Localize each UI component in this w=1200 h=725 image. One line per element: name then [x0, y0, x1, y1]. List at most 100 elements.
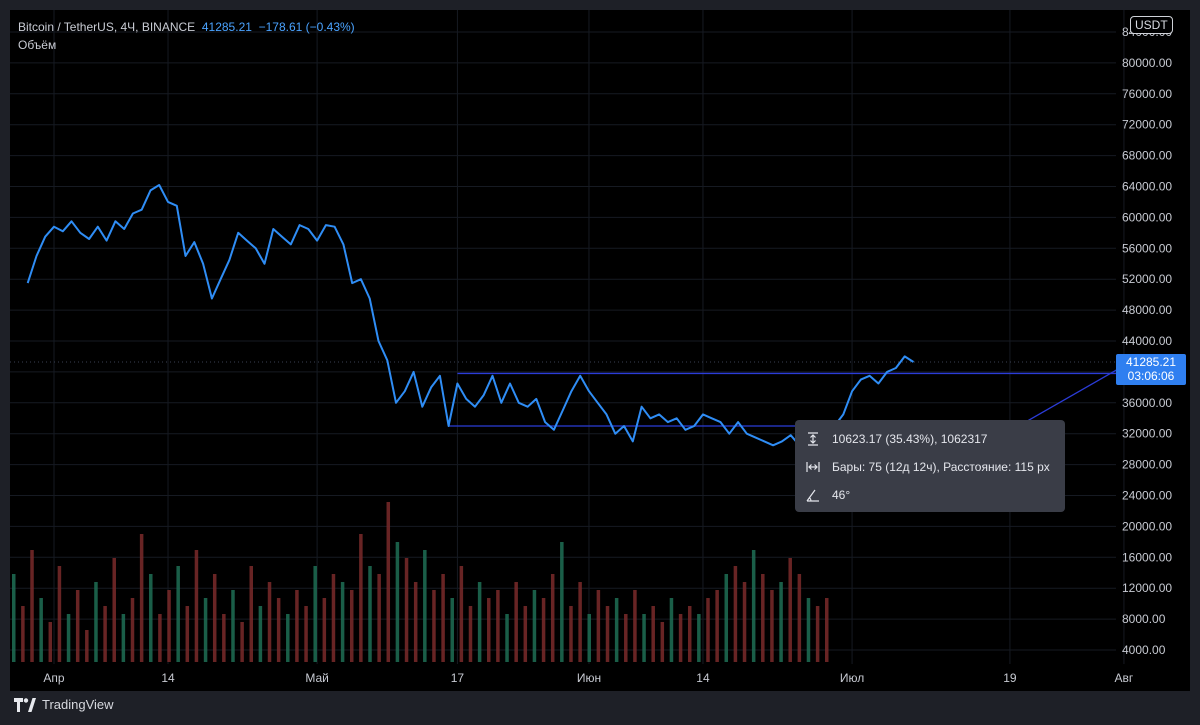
y-tick-label: 32000.00 — [1122, 427, 1172, 441]
volume-bars — [12, 502, 829, 662]
price-scale[interactable] — [1116, 10, 1190, 664]
volume-bar — [825, 598, 829, 662]
tooltip-angle-row: 46° — [805, 486, 850, 504]
tradingview-logo-icon — [14, 697, 36, 712]
y-tick-label: 24000.00 — [1122, 489, 1172, 503]
x-tick-label: 19 — [1003, 671, 1017, 685]
y-tick-label: 72000.00 — [1122, 118, 1172, 132]
volume-bar — [158, 614, 162, 662]
volume-bar — [139, 534, 144, 662]
volume-bar — [596, 590, 601, 662]
volume-bar — [669, 598, 674, 662]
volume-bar — [276, 598, 281, 662]
volume-bar — [249, 566, 254, 662]
y-tick-label: 64000.00 — [1122, 180, 1172, 194]
volume-bar — [94, 582, 98, 662]
volume-bar — [788, 558, 792, 662]
time-scale[interactable] — [10, 664, 1190, 691]
volume-bar — [75, 590, 80, 662]
volume-bar — [167, 590, 171, 662]
volume-bar — [240, 622, 244, 662]
volume-bar — [194, 550, 199, 662]
price-tag-value: 41285.21 — [1125, 355, 1177, 369]
volume-bar — [806, 598, 811, 662]
brand-name: TradingView — [42, 697, 114, 712]
tooltip-angle: 46° — [832, 488, 851, 502]
x-tick-label: Авг — [1115, 671, 1134, 685]
x-tick-label: 17 — [451, 671, 465, 685]
volume-bar — [395, 542, 400, 662]
volume-bar — [477, 582, 482, 662]
volume-bar — [222, 614, 226, 662]
volume-indicator-label[interactable]: Объём — [18, 38, 57, 52]
volume-bar — [633, 590, 637, 662]
volume-bar — [85, 630, 89, 662]
x-tick-label: 14 — [696, 671, 710, 685]
volume-bar — [706, 598, 710, 662]
volume-bar — [560, 542, 564, 662]
volume-bar — [432, 590, 436, 662]
y-tick-label: 28000.00 — [1122, 458, 1172, 472]
horizontal-range-icon — [806, 462, 820, 472]
volume-bar — [404, 558, 409, 662]
volume-bar — [349, 590, 354, 662]
volume-bar — [48, 622, 53, 662]
y-tick-label: 80000.00 — [1122, 56, 1172, 70]
volume-bar — [103, 606, 107, 662]
volume-bar — [532, 590, 537, 662]
y-tick-label: 56000.00 — [1122, 241, 1172, 255]
currency-badge[interactable]: USDT — [1130, 16, 1173, 34]
volume-bar — [441, 574, 445, 662]
volume-bar — [815, 606, 820, 662]
volume-bar — [751, 550, 756, 662]
y-tick-label: 60000.00 — [1122, 210, 1172, 224]
volume-bar — [523, 606, 528, 662]
volume-bar — [505, 614, 509, 662]
volume-bar — [66, 614, 71, 662]
y-tick-label: 12000.00 — [1122, 581, 1172, 595]
volume-bar — [258, 606, 263, 662]
volume-bar — [697, 614, 701, 662]
y-tick-label: 68000.00 — [1122, 149, 1172, 163]
volume-bar — [660, 622, 665, 662]
volume-bar — [331, 574, 336, 662]
tooltip-bars-row: Бары: 75 (12д 12ч), Расстояние: 115 px — [805, 458, 1050, 476]
y-tick-label: 16000.00 — [1122, 550, 1172, 564]
volume-bar — [770, 590, 774, 662]
volume-bar — [541, 598, 546, 662]
volume-bar — [359, 534, 363, 662]
volume-bar — [212, 574, 217, 662]
volume-bar — [569, 606, 573, 662]
volume-bar — [112, 558, 116, 662]
volume-bar — [322, 598, 327, 662]
volume-bar — [203, 598, 208, 662]
volume-bar — [459, 566, 464, 662]
volume-bar — [368, 566, 372, 662]
volume-bar — [742, 582, 747, 662]
tooltip-bars: Бары: 75 (12д 12ч), Расстояние: 115 px — [832, 460, 1050, 474]
volume-bar — [377, 574, 381, 662]
price-change-value: −178.61 (−0.43%) — [258, 20, 355, 34]
trend-line — [1018, 365, 1125, 427]
volume-bar — [130, 598, 135, 662]
volume-bar — [687, 606, 692, 662]
chart-legend[interactable]: Bitcoin / TetherUS, 4Ч, BINANCE 41285.21… — [18, 20, 355, 34]
volume-bar — [715, 590, 719, 662]
measure-tooltip: 10623.17 (35.43%), 1062317 Бары: 75 (12д… — [795, 420, 1065, 512]
volume-bar — [386, 502, 391, 662]
volume-bar — [578, 582, 582, 662]
volume-bar — [30, 550, 34, 662]
volume-bar — [286, 614, 290, 662]
volume-bar — [514, 582, 518, 662]
volume-bar — [779, 582, 783, 662]
last-price-tag: 41285.21 03:06:06 — [1116, 354, 1186, 385]
x-tick-label: Апр — [43, 671, 65, 685]
volume-bar — [678, 614, 683, 662]
price-series-line — [26, 184, 915, 452]
y-axis-ticks: 84000.0080000.0076000.0072000.0068000.00… — [1122, 25, 1172, 657]
volume-bar — [487, 598, 491, 662]
tradingview-logo[interactable]: TradingView — [14, 697, 114, 712]
angle-icon — [806, 489, 819, 502]
volume-bar — [267, 582, 272, 662]
last-price-value: 41285.21 — [201, 20, 252, 34]
